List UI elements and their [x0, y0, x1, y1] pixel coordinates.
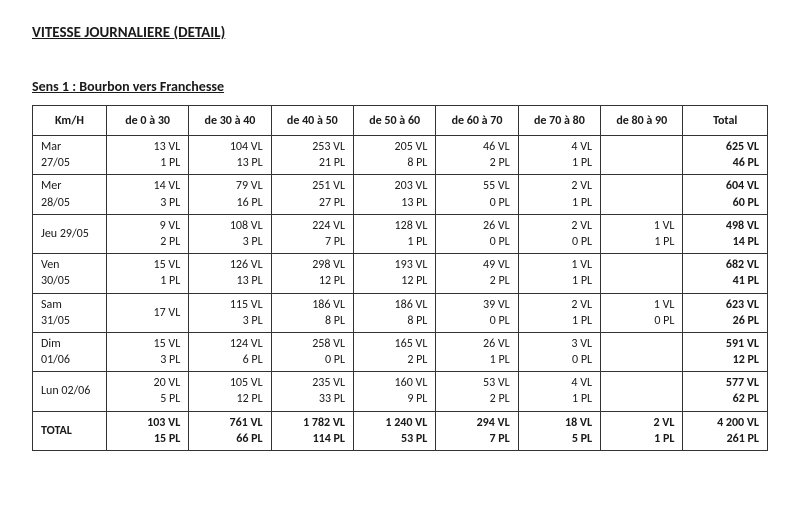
value-cell: 193 VL 12 PL: [354, 254, 436, 293]
value-cell: 186 VL 8 PL: [271, 293, 353, 332]
total-value-cell: 1 240 VL 53 PL: [354, 411, 436, 450]
value-cell: 253 VL 21 PL: [271, 136, 353, 175]
header-40-50: de 40 à 50: [271, 106, 353, 136]
header-0-30: de 0 à 30: [106, 106, 188, 136]
value-cell: 4 VL 1 PL: [518, 136, 600, 175]
value-cell: 258 VL 0 PL: [271, 332, 353, 371]
row-total-cell: 682 VL 41 PL: [683, 254, 768, 293]
day-cell: Ven 30/05: [33, 254, 107, 293]
value-cell: 39 VL 0 PL: [436, 293, 518, 332]
value-cell: 9 VL 2 PL: [106, 214, 188, 253]
header-50-60: de 50 à 60: [354, 106, 436, 136]
day-cell: Sam 31/05: [33, 293, 107, 332]
total-value-cell: 103 VL 15 PL: [106, 411, 188, 450]
value-cell: 251 VL 27 PL: [271, 175, 353, 214]
total-value-cell: 294 VL 7 PL: [436, 411, 518, 450]
table-row: Lun 02/0620 VL 5 PL105 VL 12 PL235 VL 33…: [33, 372, 768, 411]
table-row: Mar 27/0513 VL 1 PL104 VL 13 PL253 VL 21…: [33, 136, 768, 175]
value-cell: 14 VL 3 PL: [106, 175, 188, 214]
value-cell: 15 VL 1 PL: [106, 254, 188, 293]
speed-table: Km/H de 0 à 30 de 30 à 40 de 40 à 50 de …: [32, 105, 768, 451]
table-row: Ven 30/0515 VL 1 PL126 VL 13 PL298 VL 12…: [33, 254, 768, 293]
header-km: Km/H: [33, 106, 107, 136]
value-cell: 124 VL 6 PL: [189, 332, 271, 371]
header-60-70: de 60 à 70: [436, 106, 518, 136]
section-subtitle: Sens 1 : Bourbon vers Franchesse: [32, 78, 768, 95]
table-row: Mer 28/0514 VL 3 PL79 VL 16 PL251 VL 27 …: [33, 175, 768, 214]
row-total-cell: 604 VL 60 PL: [683, 175, 768, 214]
total-value-cell: 761 VL 66 PL: [189, 411, 271, 450]
value-cell: 46 VL 2 PL: [436, 136, 518, 175]
header-total: Total: [683, 106, 768, 136]
total-value-cell: 1 782 VL 114 PL: [271, 411, 353, 450]
header-80-90: de 80 à 90: [601, 106, 683, 136]
value-cell: [601, 332, 683, 371]
value-cell: 203 VL 13 PL: [354, 175, 436, 214]
day-cell: Mer 28/05: [33, 175, 107, 214]
value-cell: 2 VL 0 PL: [518, 214, 600, 253]
value-cell: [601, 372, 683, 411]
total-value-cell: 2 VL 1 PL: [601, 411, 683, 450]
value-cell: 4 VL 1 PL: [518, 372, 600, 411]
value-cell: 55 VL 0 PL: [436, 175, 518, 214]
value-cell: 186 VL 8 PL: [354, 293, 436, 332]
value-cell: 126 VL 13 PL: [189, 254, 271, 293]
table-row: Jeu 29/059 VL 2 PL108 VL 3 PL224 VL 7 PL…: [33, 214, 768, 253]
value-cell: 2 VL 1 PL: [518, 293, 600, 332]
value-cell: 298 VL 12 PL: [271, 254, 353, 293]
value-cell: 13 VL 1 PL: [106, 136, 188, 175]
row-total-cell: 625 VL 46 PL: [683, 136, 768, 175]
value-cell: 104 VL 13 PL: [189, 136, 271, 175]
value-cell: 128 VL 1 PL: [354, 214, 436, 253]
value-cell: 49 VL 2 PL: [436, 254, 518, 293]
table-row: Dim 01/0615 VL 3 PL124 VL 6 PL258 VL 0 P…: [33, 332, 768, 371]
value-cell: 105 VL 12 PL: [189, 372, 271, 411]
row-total-cell: 623 VL 26 PL: [683, 293, 768, 332]
table-row: Sam 31/0517 VL115 VL 3 PL186 VL 8 PL186 …: [33, 293, 768, 332]
day-cell: Dim 01/06: [33, 332, 107, 371]
value-cell: 165 VL 2 PL: [354, 332, 436, 371]
value-cell: 17 VL: [106, 293, 188, 332]
value-cell: [601, 175, 683, 214]
value-cell: 224 VL 7 PL: [271, 214, 353, 253]
value-cell: 2 VL 1 PL: [518, 175, 600, 214]
day-cell: Mar 27/05: [33, 136, 107, 175]
value-cell: 108 VL 3 PL: [189, 214, 271, 253]
day-cell: Jeu 29/05: [33, 214, 107, 253]
value-cell: [601, 136, 683, 175]
value-cell: 20 VL 5 PL: [106, 372, 188, 411]
value-cell: 26 VL 1 PL: [436, 332, 518, 371]
value-cell: 15 VL 3 PL: [106, 332, 188, 371]
header-70-80: de 70 à 80: [518, 106, 600, 136]
value-cell: [601, 254, 683, 293]
value-cell: 3 VL 0 PL: [518, 332, 600, 371]
value-cell: 205 VL 8 PL: [354, 136, 436, 175]
grand-total-cell: 4 200 VL 261 PL: [683, 411, 768, 450]
value-cell: 1 VL 0 PL: [601, 293, 683, 332]
day-cell: Lun 02/06: [33, 372, 107, 411]
value-cell: 235 VL 33 PL: [271, 372, 353, 411]
value-cell: 115 VL 3 PL: [189, 293, 271, 332]
page-title: VITESSE JOURNALIERE (DETAIL): [32, 24, 768, 42]
total-label: TOTAL: [33, 411, 107, 450]
row-total-cell: 577 VL 62 PL: [683, 372, 768, 411]
value-cell: 1 VL 1 PL: [601, 214, 683, 253]
total-value-cell: 18 VL 5 PL: [518, 411, 600, 450]
value-cell: 160 VL 9 PL: [354, 372, 436, 411]
value-cell: 79 VL 16 PL: [189, 175, 271, 214]
header-30-40: de 30 à 40: [189, 106, 271, 136]
row-total-cell: 591 VL 12 PL: [683, 332, 768, 371]
value-cell: 1 VL 1 PL: [518, 254, 600, 293]
row-total-cell: 498 VL 14 PL: [683, 214, 768, 253]
total-row: TOTAL103 VL 15 PL761 VL 66 PL1 782 VL 11…: [33, 411, 768, 450]
header-row: Km/H de 0 à 30 de 30 à 40 de 40 à 50 de …: [33, 106, 768, 136]
value-cell: 53 VL 2 PL: [436, 372, 518, 411]
value-cell: 26 VL 0 PL: [436, 214, 518, 253]
